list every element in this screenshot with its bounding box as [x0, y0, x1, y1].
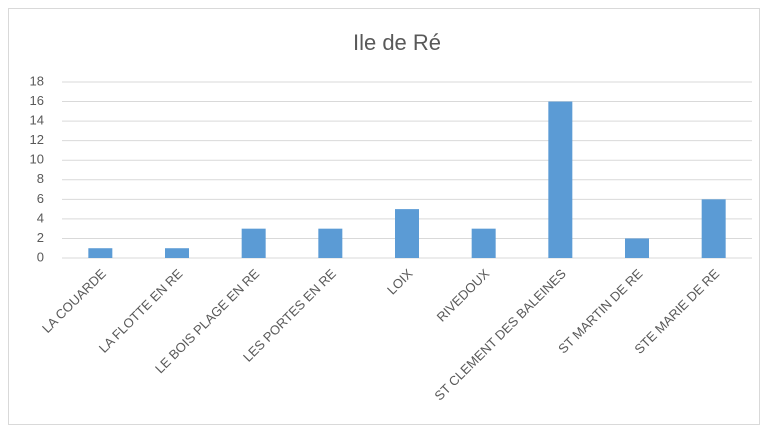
y-tick-label: 0	[37, 249, 44, 264]
chart-title: Ile de Ré	[353, 30, 441, 55]
y-tick-label: 10	[30, 152, 44, 167]
y-tick-label: 16	[30, 93, 44, 108]
y-tick-label: 12	[30, 132, 44, 147]
bar	[625, 238, 649, 258]
bar	[548, 101, 573, 258]
bar	[241, 228, 266, 258]
bar	[318, 228, 343, 258]
y-tick-label: 6	[37, 191, 44, 206]
bar	[701, 199, 726, 258]
y-tick-label: 8	[37, 171, 44, 186]
bar	[88, 248, 113, 258]
chart-border	[8, 8, 760, 425]
y-tick-label: 2	[37, 230, 44, 245]
y-tick-label: 18	[30, 73, 44, 88]
y-tick-label: 4	[37, 210, 44, 225]
bar	[395, 209, 419, 258]
y-tick-label: 14	[30, 113, 44, 128]
bar	[471, 228, 496, 258]
bar	[165, 248, 189, 258]
